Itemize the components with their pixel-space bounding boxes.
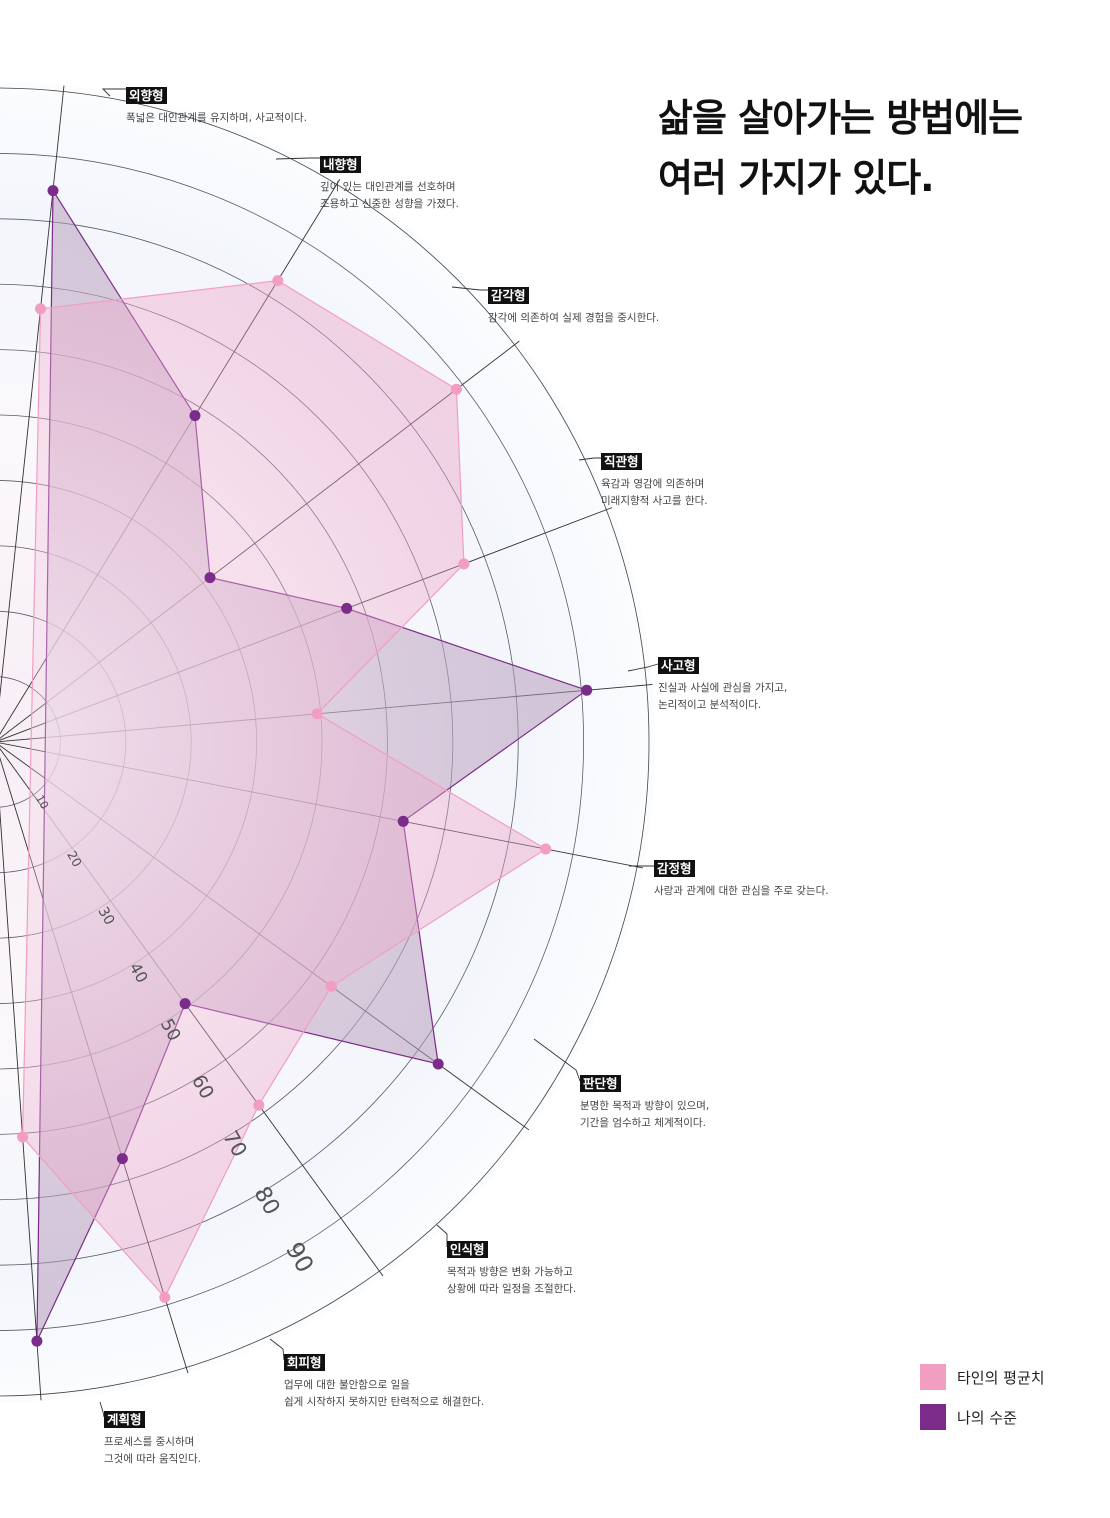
leader-line — [533, 1038, 581, 1082]
data-point — [116, 1153, 128, 1165]
data-point — [179, 998, 191, 1010]
data-point — [432, 1058, 444, 1070]
leader-line — [101, 88, 126, 97]
category-description: 분명한 목적과 방향이 있으며, 기간을 엄수하고 체계적이다. — [580, 1100, 710, 1129]
category-description: 목적과 방향은 변화 가능하고 상황에 따라 일정을 조절한다. — [447, 1266, 577, 1295]
data-point — [35, 303, 46, 315]
grid-ring — [0, 153, 584, 1331]
data-point — [204, 572, 216, 584]
data-point — [159, 1291, 171, 1303]
category-tag: 감각형 — [488, 287, 529, 304]
data-point — [581, 684, 593, 696]
data-point — [311, 708, 323, 720]
title-line-2: 여러 가지가 있다. — [658, 156, 935, 200]
data-point — [341, 602, 353, 614]
data-point — [397, 815, 409, 827]
grid-ring — [0, 87, 650, 1397]
data-point — [325, 980, 337, 992]
category-tag: 감정형 — [654, 860, 695, 877]
page-title: 삶을 살아가는 방법에는 여러 가지가 있다. — [658, 88, 1023, 208]
category-description: 폭넓은 대인관계를 유지하며, 사교적이다. — [126, 112, 307, 124]
data-point — [189, 410, 201, 422]
category-description: 깊이 있는 대인관계를 선호하며 조용하고 신중한 성향을 가졌다. — [320, 181, 459, 210]
data-point — [450, 383, 462, 395]
category-tag: 인식형 — [447, 1241, 488, 1258]
category-tag: 계획형 — [104, 1411, 145, 1428]
leader-line — [578, 457, 601, 461]
category-tag: 판단형 — [580, 1075, 621, 1092]
category-description: 진실과 사실에 관심을 가지고, 논리적이고 분석적이다. — [658, 682, 788, 711]
title-line-1: 삶을 살아가는 방법에는 — [658, 96, 1023, 140]
legend-label: 타인의 평균치 — [957, 1368, 1045, 1387]
data-point — [253, 1099, 265, 1111]
category-description: 프로세스를 중시하며 그것에 따라 움직인다. — [104, 1436, 201, 1465]
legend-label: 나의 수준 — [957, 1408, 1017, 1427]
legend-swatch-purple — [920, 1404, 946, 1430]
category-tag: 내향형 — [320, 156, 361, 173]
category-tag: 직관형 — [601, 453, 642, 470]
leader-line — [99, 1401, 105, 1418]
legend: 타인의 평균치 나의 수준 — [920, 1363, 1045, 1443]
data-point — [31, 1335, 43, 1347]
leader-line — [627, 663, 659, 672]
category-description: 육감과 영감에 의존하며 미래지향적 사고를 한다. — [601, 478, 708, 507]
grid-ring — [0, 218, 519, 1266]
axis-spoke — [0, 807, 42, 1401]
legend-item-my-level: 나의 수준 — [920, 1403, 1045, 1431]
leader-line — [269, 1338, 285, 1361]
legend-swatch-pink — [920, 1364, 946, 1390]
axis-tick-label: 20 — [64, 848, 85, 869]
leader-line — [275, 157, 320, 160]
axis-tick-label: 30 — [94, 904, 117, 928]
leader-line — [451, 286, 488, 291]
data-point — [540, 843, 552, 855]
axis-tick-label: 10 — [33, 793, 51, 812]
data-point — [17, 1131, 29, 1143]
data-point — [47, 185, 59, 197]
category-description: 사랑과 관계에 대한 관심을 주로 갖는다. — [654, 885, 829, 897]
category-description: 업무에 대한 불안함으로 일을 쉽게 시작하지 못하지만 탄력적으로 해결한다. — [284, 1379, 485, 1408]
category-description: 감각에 의존하여 실제 경험을 중시한다. — [488, 312, 660, 324]
category-tag: 외향형 — [126, 87, 167, 104]
legend-item-others-average: 타인의 평균치 — [920, 1363, 1045, 1391]
category-tag: 사고형 — [658, 657, 699, 674]
category-tag: 회피형 — [284, 1354, 325, 1371]
data-point — [272, 275, 284, 287]
data-point — [458, 558, 470, 570]
